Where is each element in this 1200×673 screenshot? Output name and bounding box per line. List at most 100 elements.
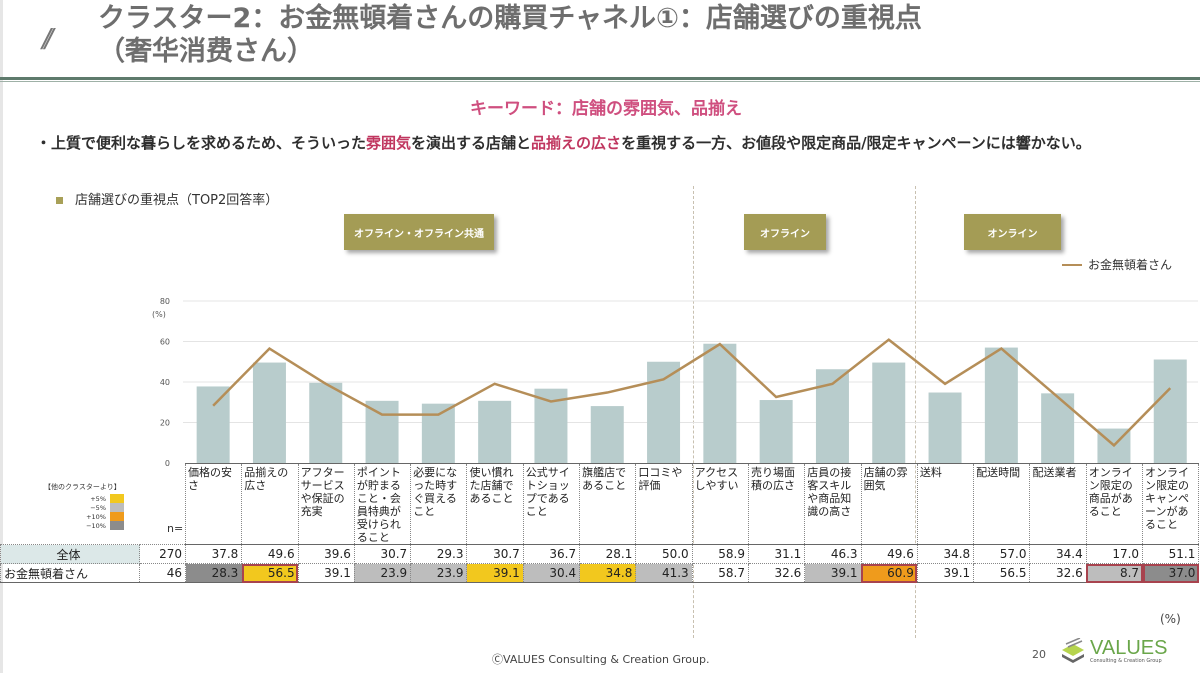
bar-total: [1153, 359, 1187, 463]
summary-part: を重視する一方、お値段や限定商品/限定キャンペーンには響かない。: [621, 134, 1091, 152]
column-header: 売り場面積の広さ: [747, 463, 806, 545]
column-header: 送料: [916, 463, 975, 545]
heat-legend-label: −5%: [90, 503, 106, 512]
logo-mark-icon: [1062, 638, 1084, 663]
badge-offline: オフライン: [744, 214, 826, 250]
cell-cluster: 32.6: [747, 563, 806, 583]
logo-subtext: Consulting & Creation Group: [1090, 658, 1162, 664]
row-n: 46: [139, 563, 186, 583]
bar-total: [703, 343, 737, 463]
column-header: 公式サイトショップであること: [522, 463, 581, 545]
keyword-heading: キーワード：店舗の雰囲気、品揃え: [470, 99, 742, 119]
cell-total: 50.0: [635, 544, 693, 564]
badge-offline-online-common: オフライン・オフライン共通: [344, 214, 494, 250]
summary-highlight: 品揃えの広さ: [531, 134, 622, 152]
heat-legend: 【他のクラスターより】 +5% −5% +10% −10%: [44, 482, 124, 530]
heat-legend-item: −5%: [44, 503, 124, 512]
cell-total: 37.8: [184, 544, 243, 564]
cell-total: 30.7: [353, 544, 412, 564]
cell-total: 57.0: [973, 544, 1031, 564]
cell-total: 49.6: [860, 544, 918, 564]
cell-cluster: 39.1: [297, 563, 355, 583]
column-header: 使い慣れた店舗であること: [466, 463, 524, 545]
summary-part: を演出する店舗と: [411, 134, 532, 152]
bar-total: [309, 382, 343, 463]
cell-total: 30.7: [466, 544, 524, 564]
title-rule-thin: [0, 81, 1200, 82]
table-unit: (%): [1160, 612, 1181, 626]
heat-legend-swatch: [110, 494, 124, 503]
cell-total: 58.9: [691, 544, 749, 564]
line-series-cluster: [212, 338, 1172, 448]
bar-total: [478, 400, 512, 463]
column-header: 必要になった時すぐ買えること: [410, 463, 468, 545]
bar-total: [928, 392, 962, 463]
heat-legend-label: +5%: [90, 494, 106, 503]
logo-text: VALUES: [1090, 637, 1168, 659]
cell-cluster: 30.4: [522, 563, 581, 583]
cell-total: 34.8: [916, 544, 975, 564]
cell-cluster: 32.6: [1029, 563, 1087, 583]
y-tick-label: 0: [165, 459, 170, 468]
table-row: 全体 270 37.8 49.6 39.6 30.7 29.3 30.7 36.7 28.1 5…: [0, 544, 1200, 564]
summary-highlight: 雰囲気: [366, 134, 412, 152]
y-tick-label: 60: [160, 338, 170, 347]
chart-legend: お金無頓着さん: [1062, 256, 1172, 273]
cell-total: 39.6: [297, 544, 355, 564]
cell-total: 51.1: [1142, 544, 1200, 564]
bar-total: [252, 362, 286, 463]
n-label: n=: [167, 522, 184, 535]
group-divider-online: [915, 186, 916, 638]
y-tick-label: 40: [160, 378, 170, 387]
left-rule: [0, 0, 3, 673]
heat-legend-label: +10%: [86, 512, 106, 521]
heat-legend-item: +5%: [44, 494, 124, 503]
page-title-line2: （奢华消费さん）: [98, 36, 314, 67]
column-header: 旗艦店であること: [579, 463, 637, 545]
cell-cluster: 28.3: [184, 563, 243, 583]
page-title-line1: クラスター2：お金無頓着さんの購買チャネル①：店舗選びの重視点: [98, 3, 922, 34]
cell-cluster: 56.5: [241, 563, 299, 583]
page-number: 20: [1032, 648, 1046, 661]
row-label: 全体: [0, 544, 140, 564]
cell-total: 29.3: [410, 544, 468, 564]
cell-cluster: 41.3: [635, 563, 693, 583]
page-title: クラスター2：お金無頓着さんの購買チャネル①：店舗選びの重視点 （奢华消费さん）: [98, 2, 922, 68]
legend-label: お金無頓着さん: [1088, 258, 1173, 272]
bar-total: [421, 403, 455, 463]
heat-legend-swatch: [110, 512, 124, 521]
cell-total: 34.4: [1029, 544, 1087, 564]
heat-legend-swatch: [110, 503, 124, 512]
company-logo: VALUES Consulting & Creation Group: [1060, 638, 1167, 664]
summary-part: ・上質で便利な暮らしを求めるため、そういった: [36, 134, 367, 152]
heat-legend-item: +10%: [44, 512, 124, 521]
column-header: 店員の接客スキルや商品知識の高さ: [804, 463, 862, 545]
cell-total: 17.0: [1085, 544, 1144, 564]
table-header-row: 価格の安さ 品揃えの広さ アフターサービスや保証の充実 ポイントが貯まること・会員特典…: [1, 463, 1200, 545]
heat-legend-swatch: [110, 521, 124, 530]
cell-cluster: 8.7: [1085, 563, 1144, 583]
row-n: 270: [139, 544, 186, 564]
cell-total: 36.7: [522, 544, 581, 564]
cell-total: 28.1: [579, 544, 637, 564]
column-header: 店舗の雰囲気: [860, 463, 918, 545]
column-header: 配送時間: [973, 463, 1031, 545]
bullet-square-icon: [56, 197, 63, 204]
data-table: 価格の安さ 品揃えの広さ アフターサービスや保証の充実 ポイントが貯まること・会員特典…: [0, 463, 1200, 583]
column-header: 価格の安さ: [184, 463, 243, 545]
column-header: 口コミや評価: [635, 463, 693, 545]
heat-legend-title: 【他のクラスターより】: [44, 483, 121, 491]
y-tick-label: 80: [160, 297, 170, 306]
cell-cluster: 23.9: [410, 563, 468, 583]
legend-line-swatch: [1062, 263, 1082, 266]
bar-total: [872, 362, 906, 463]
section-label-text: 店舗選びの重視点（TOP2回答率）: [75, 193, 279, 208]
bar-total: [196, 386, 230, 463]
column-header: ポイントが貯まること・会員特典が受けられること: [353, 463, 412, 545]
cell-cluster: 56.5: [973, 563, 1031, 583]
column-header: 配送業者: [1029, 463, 1087, 545]
table-row: お金無頓着さん 46 28.3 56.5 39.1 23.9 23.9 39.1 30.4 3…: [0, 563, 1200, 583]
heat-legend-label: −10%: [86, 521, 106, 530]
cell-cluster: 34.8: [579, 563, 637, 583]
cell-cluster: 23.9: [353, 563, 412, 583]
